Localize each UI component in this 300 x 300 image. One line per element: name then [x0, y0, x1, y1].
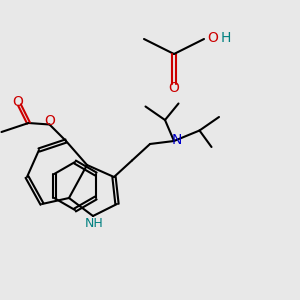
Text: O: O	[207, 31, 218, 44]
Text: O: O	[169, 82, 179, 95]
Text: NH: NH	[85, 217, 104, 230]
Text: O: O	[13, 95, 23, 109]
Text: H: H	[220, 31, 231, 44]
Text: N: N	[171, 133, 182, 146]
Text: O: O	[45, 114, 56, 128]
